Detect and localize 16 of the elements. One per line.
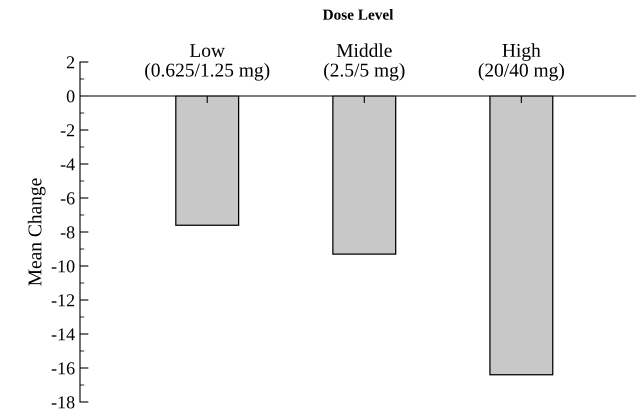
y-tick-label: -4: [60, 158, 75, 170]
y-tick-label: -12: [52, 294, 74, 306]
y-tick-label: -8: [60, 226, 74, 238]
y-tick-label: 2: [66, 56, 74, 68]
y-tick-label: 0: [66, 90, 74, 102]
y-tick-label: -6: [60, 192, 75, 204]
x-tick-label: Low (0.625/1.25 mg): [145, 44, 270, 81]
x-tick-label: Middle (2.5/5 mg): [324, 43, 404, 81]
x-axis-title: Dose Level: [322, 9, 394, 20]
y-tick-label: -10: [52, 260, 74, 272]
x-tick-label: High (20/40 mg): [478, 43, 564, 81]
y-axis-title: Mean Change: [28, 178, 46, 286]
y-tick-label: -14: [52, 328, 75, 340]
y-tick-label: -2: [60, 124, 74, 136]
y-tick-label: -18: [52, 396, 74, 408]
y-tick-label: -16: [52, 362, 75, 374]
